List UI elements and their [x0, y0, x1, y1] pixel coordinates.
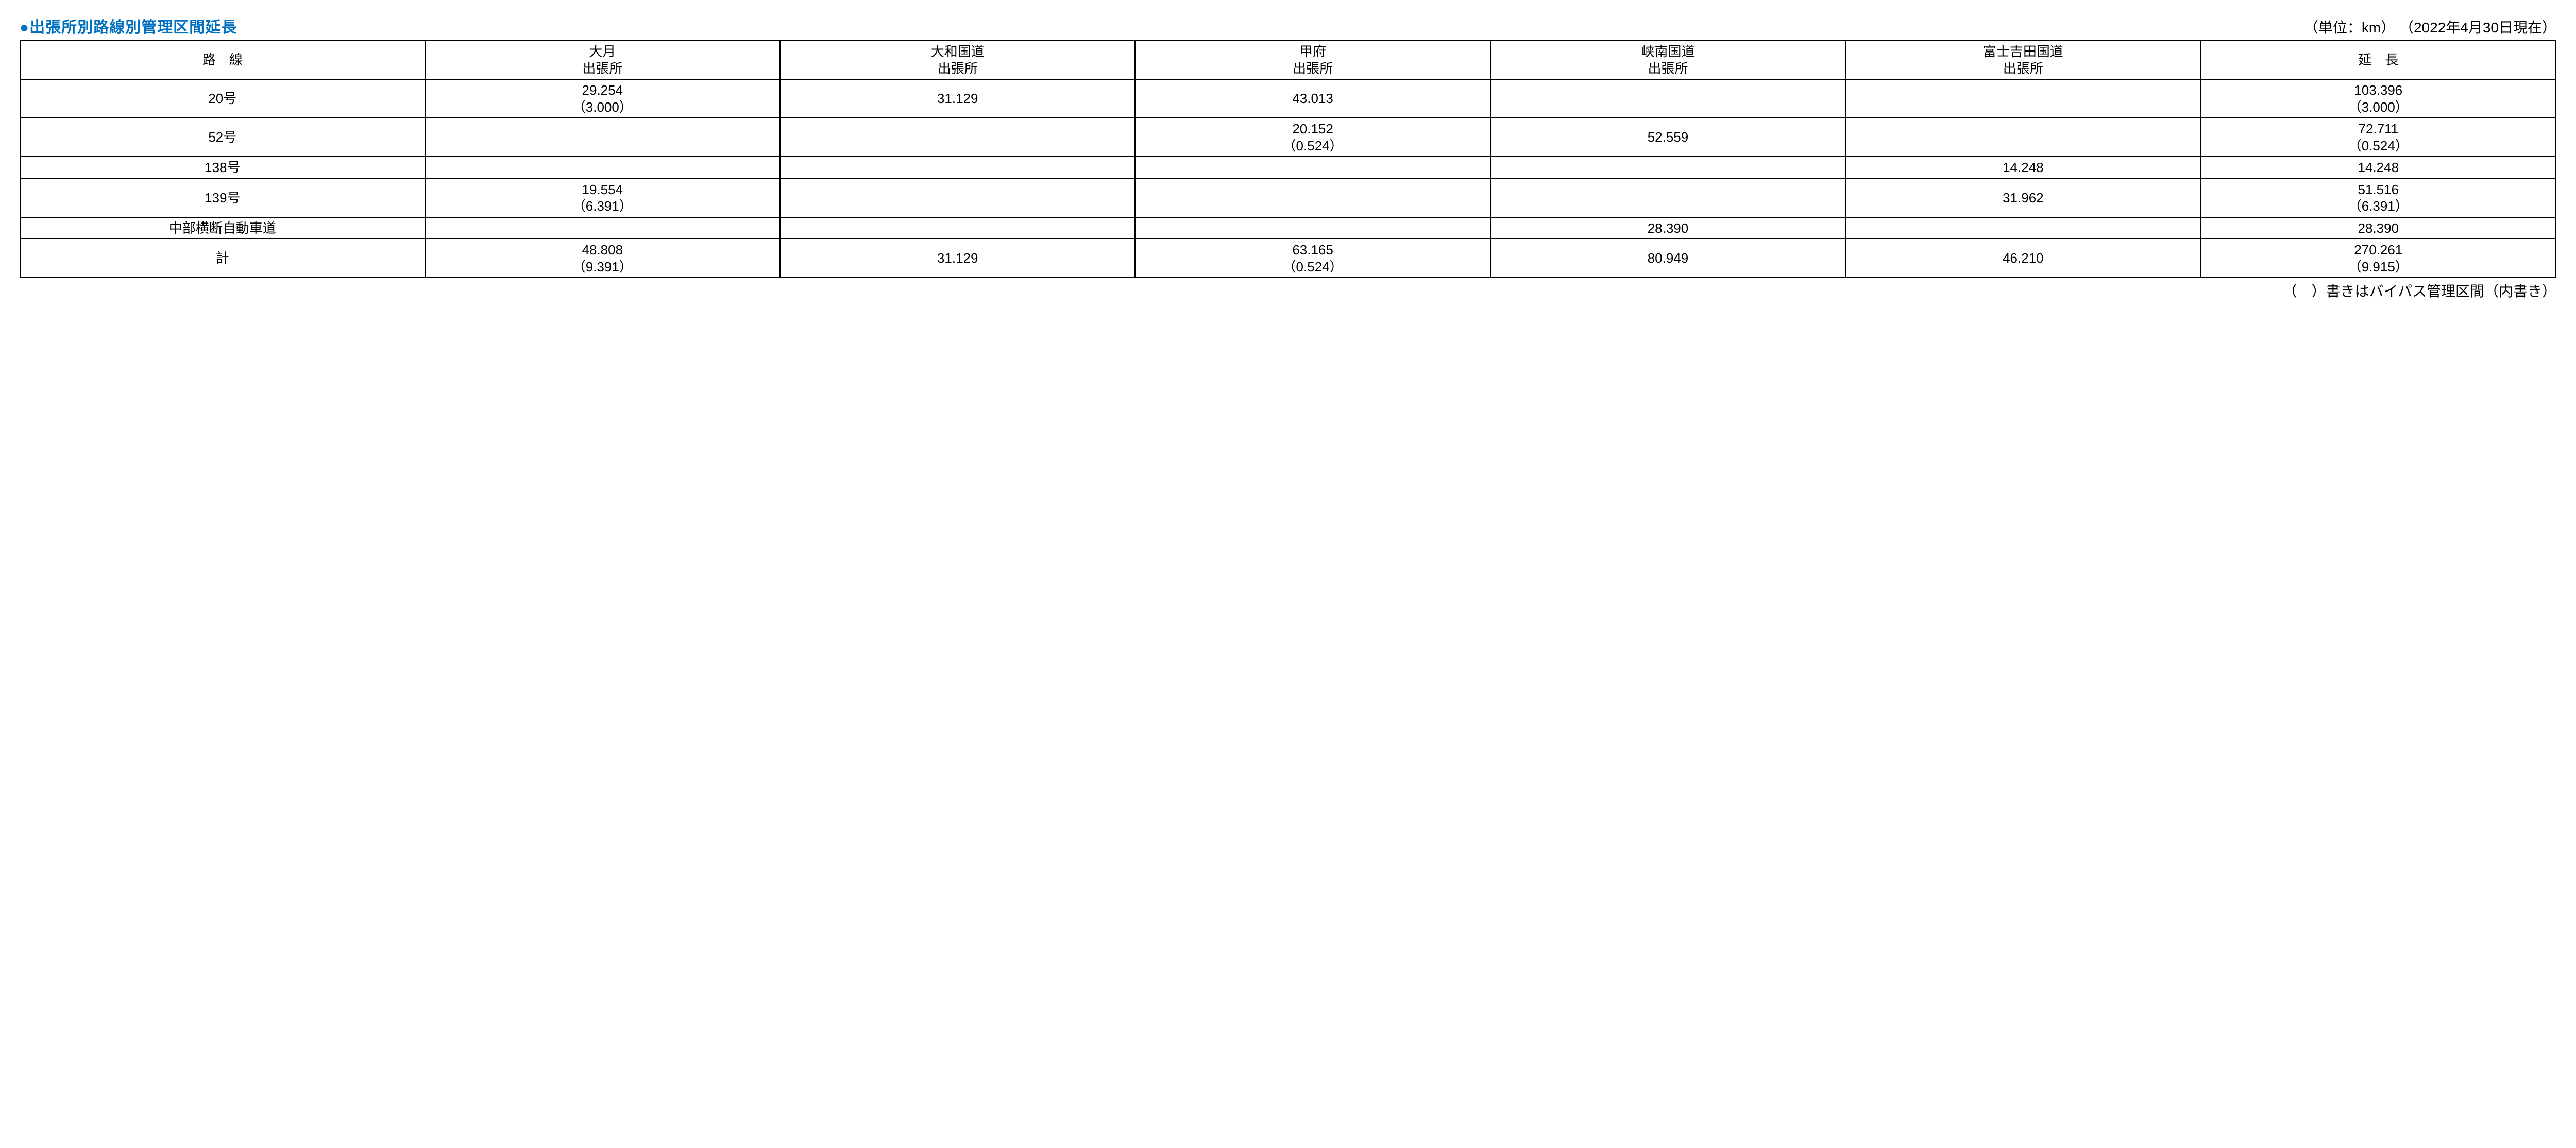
col-fujiyoshida: 富士吉田国道出張所 [1845, 41, 2200, 79]
cell-yamato [780, 118, 1135, 157]
cell-otsuki [425, 157, 780, 179]
col-otsuki: 大月出張所 [425, 41, 780, 79]
cell-fujiyoshida [1845, 217, 2200, 239]
table-header-row: 路 線 大月出張所 大和国道出張所 甲府出張所 峡南国道出張所 富士吉田国道出張… [20, 41, 2556, 79]
cell-yamato [780, 179, 1135, 217]
cell-fujiyoshida: 14.248 [1845, 157, 2200, 179]
cell-kyonan [1490, 79, 1845, 118]
col-total: 延 長 [2201, 41, 2556, 79]
cell-route: 139号 [20, 179, 425, 217]
cell-total: 270.261（9.915） [2201, 239, 2556, 278]
cell-kyonan: 52.559 [1490, 118, 1845, 157]
date-label: （2022年4月30日現在） [2399, 20, 2556, 36]
table-row: 139号 19.554（6.391） 31.962 51.516（6.391） [20, 179, 2556, 217]
cell-total: 103.396（3.000） [2201, 79, 2556, 118]
road-length-table: 路 線 大月出張所 大和国道出張所 甲府出張所 峡南国道出張所 富士吉田国道出張… [20, 40, 2556, 278]
cell-yamato [780, 217, 1135, 239]
footnote: （ ）書きはバイパス管理区間（内書き） [20, 280, 2556, 301]
cell-kyonan [1490, 157, 1845, 179]
cell-total: 14.248 [2201, 157, 2556, 179]
cell-otsuki: 29.254（3.000） [425, 79, 780, 118]
cell-otsuki: 48.808（9.391） [425, 239, 780, 278]
cell-yamato: 31.129 [780, 79, 1135, 118]
unit-date: （単位：km） （2022年4月30日現在） [2304, 16, 2556, 37]
cell-route: 20号 [20, 79, 425, 118]
col-yamato: 大和国道出張所 [780, 41, 1135, 79]
cell-fujiyoshida: 46.210 [1845, 239, 2200, 278]
table-row: 中部横断自動車道 28.390 28.390 [20, 217, 2556, 239]
bullet-icon: ● [20, 19, 29, 36]
cell-kyonan: 28.390 [1490, 217, 1845, 239]
table-body: 20号 29.254（3.000） 31.129 43.013 103.396（… [20, 79, 2556, 278]
table-row-total: 計 48.808（9.391） 31.129 63.165（0.524） 80.… [20, 239, 2556, 278]
cell-kofu: 43.013 [1135, 79, 1490, 118]
table-row: 20号 29.254（3.000） 31.129 43.013 103.396（… [20, 79, 2556, 118]
cell-route: 138号 [20, 157, 425, 179]
cell-fujiyoshida [1845, 79, 2200, 118]
col-kyonan: 峡南国道出張所 [1490, 41, 1845, 79]
cell-yamato [780, 157, 1135, 179]
cell-otsuki: 19.554（6.391） [425, 179, 780, 217]
cell-kyonan [1490, 179, 1845, 217]
unit-label: （単位：km） [2304, 20, 2395, 36]
col-route: 路 線 [20, 41, 425, 79]
cell-kofu: 63.165（0.524） [1135, 239, 1490, 278]
cell-otsuki [425, 217, 780, 239]
cell-fujiyoshida: 31.962 [1845, 179, 2200, 217]
cell-fujiyoshida [1845, 118, 2200, 157]
cell-total: 51.516（6.391） [2201, 179, 2556, 217]
cell-total: 28.390 [2201, 217, 2556, 239]
cell-route: 計 [20, 239, 425, 278]
col-kofu: 甲府出張所 [1135, 41, 1490, 79]
cell-kofu [1135, 179, 1490, 217]
title-text: 出張所別路線別管理区間延長 [29, 19, 237, 36]
cell-total: 72.711（0.524） [2201, 118, 2556, 157]
cell-kofu [1135, 157, 1490, 179]
header-row: ●出張所別路線別管理区間延長 （単位：km） （2022年4月30日現在） [20, 14, 2556, 37]
cell-route: 52号 [20, 118, 425, 157]
cell-kofu [1135, 217, 1490, 239]
cell-otsuki [425, 118, 780, 157]
page-title: ●出張所別路線別管理区間延長 [20, 14, 237, 37]
cell-route: 中部横断自動車道 [20, 217, 425, 239]
cell-kofu: 20.152（0.524） [1135, 118, 1490, 157]
cell-yamato: 31.129 [780, 239, 1135, 278]
table-row: 52号 20.152（0.524） 52.559 72.711（0.524） [20, 118, 2556, 157]
table-row: 138号 14.248 14.248 [20, 157, 2556, 179]
cell-kyonan: 80.949 [1490, 239, 1845, 278]
